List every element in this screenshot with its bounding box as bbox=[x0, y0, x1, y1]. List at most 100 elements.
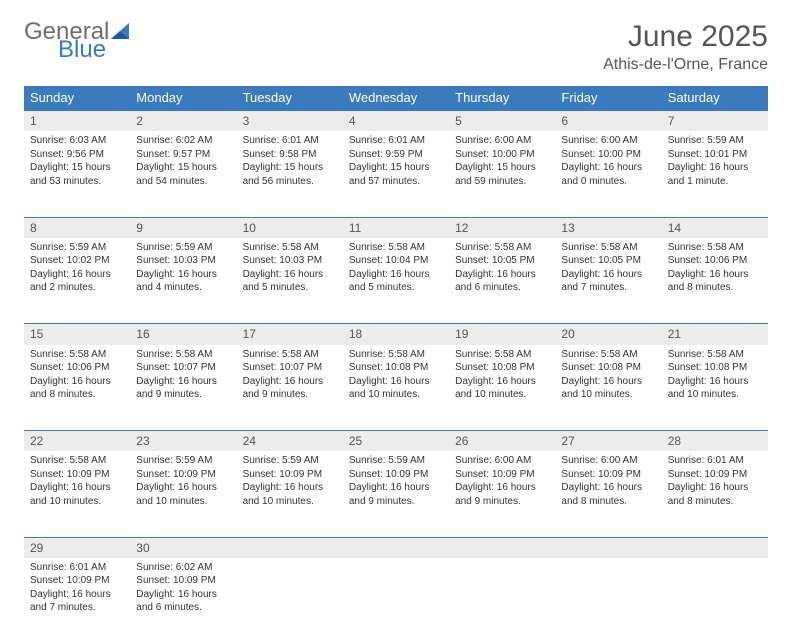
day-content-row: Sunrise: 5:58 AMSunset: 10:09 PMDaylight… bbox=[24, 451, 768, 537]
daylight-text-1: Daylight: 16 hours bbox=[561, 161, 655, 175]
sunset-text: Sunset: 10:09 PM bbox=[561, 468, 655, 482]
daylight-text-1: Daylight: 16 hours bbox=[668, 268, 762, 282]
sunrise-text: Sunrise: 5:58 AM bbox=[30, 348, 124, 362]
daylight-text-1: Daylight: 16 hours bbox=[561, 268, 655, 282]
day-cell: Sunrise: 5:58 AMSunset: 10:04 PMDaylight… bbox=[343, 238, 449, 324]
daylight-text-2: and 10 minutes. bbox=[30, 495, 124, 509]
sunset-text: Sunset: 10:09 PM bbox=[243, 468, 337, 482]
sunrise-text: Sunrise: 5:58 AM bbox=[455, 241, 549, 255]
day-cell: Sunrise: 5:58 AMSunset: 10:07 PMDaylight… bbox=[237, 345, 343, 431]
daylight-text-2: and 7 minutes. bbox=[30, 601, 124, 615]
daylight-text-1: Daylight: 16 hours bbox=[243, 375, 337, 389]
day-cell: Sunrise: 5:59 AMSunset: 10:09 PMDaylight… bbox=[343, 451, 449, 537]
day-cell: Sunrise: 5:58 AMSunset: 10:05 PMDaylight… bbox=[449, 238, 555, 324]
sunset-text: Sunset: 10:05 PM bbox=[455, 254, 549, 268]
day-cell bbox=[449, 558, 555, 644]
sunrise-text: Sunrise: 6:03 AM bbox=[30, 134, 124, 148]
day-number-cell: 8 bbox=[24, 217, 130, 238]
daylight-text-1: Daylight: 16 hours bbox=[349, 268, 443, 282]
daylight-text-2: and 4 minutes. bbox=[136, 281, 230, 295]
sunset-text: Sunset: 10:05 PM bbox=[561, 254, 655, 268]
weekday-header: Thursday bbox=[449, 86, 555, 110]
sunrise-text: Sunrise: 5:58 AM bbox=[136, 348, 230, 362]
day-cell: Sunrise: 5:58 AMSunset: 10:05 PMDaylight… bbox=[555, 238, 661, 324]
sunrise-text: Sunrise: 6:01 AM bbox=[243, 134, 337, 148]
sunrise-text: Sunrise: 5:58 AM bbox=[30, 454, 124, 468]
daylight-text-1: Daylight: 15 hours bbox=[30, 161, 124, 175]
day-number-cell: 29 bbox=[24, 537, 130, 558]
day-cell: Sunrise: 5:58 AMSunset: 10:08 PMDaylight… bbox=[662, 345, 768, 431]
day-cell: Sunrise: 6:00 AMSunset: 10:09 PMDaylight… bbox=[449, 451, 555, 537]
day-cell: Sunrise: 6:01 AMSunset: 10:09 PMDaylight… bbox=[662, 451, 768, 537]
day-cell: Sunrise: 6:00 AMSunset: 10:00 PMDaylight… bbox=[555, 131, 661, 217]
day-number-cell: 21 bbox=[662, 324, 768, 345]
daylight-text-2: and 56 minutes. bbox=[243, 175, 337, 189]
daylight-text-2: and 8 minutes. bbox=[561, 495, 655, 509]
day-cell: Sunrise: 6:01 AMSunset: 9:59 PMDaylight:… bbox=[343, 131, 449, 217]
day-number-cell: 26 bbox=[449, 431, 555, 452]
sunset-text: Sunset: 10:08 PM bbox=[455, 361, 549, 375]
day-number-cell bbox=[449, 537, 555, 558]
sunrise-text: Sunrise: 6:02 AM bbox=[136, 561, 230, 575]
sunrise-text: Sunrise: 6:02 AM bbox=[136, 134, 230, 148]
sunset-text: Sunset: 10:06 PM bbox=[30, 361, 124, 375]
day-number-cell: 11 bbox=[343, 217, 449, 238]
daylight-text-2: and 7 minutes. bbox=[561, 281, 655, 295]
daylight-text-1: Daylight: 16 hours bbox=[136, 268, 230, 282]
daylight-text-1: Daylight: 16 hours bbox=[349, 481, 443, 495]
day-number-cell bbox=[237, 537, 343, 558]
day-cell: Sunrise: 5:58 AMSunset: 10:08 PMDaylight… bbox=[449, 345, 555, 431]
sunset-text: Sunset: 10:09 PM bbox=[455, 468, 549, 482]
sunrise-text: Sunrise: 5:58 AM bbox=[561, 348, 655, 362]
sunrise-text: Sunrise: 6:00 AM bbox=[561, 134, 655, 148]
sunset-text: Sunset: 10:01 PM bbox=[668, 148, 762, 162]
sunrise-text: Sunrise: 5:58 AM bbox=[349, 348, 443, 362]
daylight-text-2: and 10 minutes. bbox=[455, 388, 549, 402]
day-number-cell: 5 bbox=[449, 110, 555, 131]
day-number-cell: 24 bbox=[237, 431, 343, 452]
day-number-cell bbox=[343, 537, 449, 558]
daylight-text-2: and 9 minutes. bbox=[243, 388, 337, 402]
daylight-text-1: Daylight: 16 hours bbox=[455, 268, 549, 282]
daylight-text-1: Daylight: 16 hours bbox=[561, 481, 655, 495]
daylight-text-1: Daylight: 16 hours bbox=[668, 481, 762, 495]
daylight-text-1: Daylight: 16 hours bbox=[243, 481, 337, 495]
day-number-cell: 16 bbox=[130, 324, 236, 345]
sunset-text: Sunset: 10:04 PM bbox=[349, 254, 443, 268]
sunset-text: Sunset: 10:09 PM bbox=[30, 468, 124, 482]
day-cell bbox=[555, 558, 661, 644]
daylight-text-2: and 2 minutes. bbox=[30, 281, 124, 295]
daylight-text-1: Daylight: 16 hours bbox=[30, 481, 124, 495]
sunrise-text: Sunrise: 5:59 AM bbox=[136, 454, 230, 468]
day-cell: Sunrise: 5:58 AMSunset: 10:07 PMDaylight… bbox=[130, 345, 236, 431]
day-number-cell: 7 bbox=[662, 110, 768, 131]
sunrise-text: Sunrise: 5:58 AM bbox=[349, 241, 443, 255]
sunset-text: Sunset: 10:08 PM bbox=[668, 361, 762, 375]
daylight-text-1: Daylight: 16 hours bbox=[349, 375, 443, 389]
daylight-text-2: and 10 minutes. bbox=[561, 388, 655, 402]
day-content-row: Sunrise: 6:01 AMSunset: 10:09 PMDaylight… bbox=[24, 558, 768, 644]
sunset-text: Sunset: 10:00 PM bbox=[455, 148, 549, 162]
day-number-cell: 9 bbox=[130, 217, 236, 238]
sunrise-text: Sunrise: 5:59 AM bbox=[243, 454, 337, 468]
day-number-cell: 25 bbox=[343, 431, 449, 452]
weekday-header-row: Sunday Monday Tuesday Wednesday Thursday… bbox=[24, 86, 768, 110]
daylight-text-1: Daylight: 15 hours bbox=[455, 161, 549, 175]
sunset-text: Sunset: 9:59 PM bbox=[349, 148, 443, 162]
day-number-cell: 27 bbox=[555, 431, 661, 452]
daylight-text-1: Daylight: 16 hours bbox=[136, 588, 230, 602]
day-number-cell: 23 bbox=[130, 431, 236, 452]
daylight-text-1: Daylight: 16 hours bbox=[668, 375, 762, 389]
weekday-header: Tuesday bbox=[237, 86, 343, 110]
daylight-text-2: and 10 minutes. bbox=[668, 388, 762, 402]
sunrise-text: Sunrise: 5:58 AM bbox=[561, 241, 655, 255]
sunrise-text: Sunrise: 6:01 AM bbox=[349, 134, 443, 148]
sunset-text: Sunset: 10:02 PM bbox=[30, 254, 124, 268]
sunset-text: Sunset: 10:09 PM bbox=[668, 468, 762, 482]
day-number-row: 891011121314 bbox=[24, 217, 768, 238]
daylight-text-1: Daylight: 16 hours bbox=[30, 588, 124, 602]
day-content-row: Sunrise: 5:59 AMSunset: 10:02 PMDaylight… bbox=[24, 238, 768, 324]
weekday-header: Saturday bbox=[662, 86, 768, 110]
daylight-text-1: Daylight: 16 hours bbox=[30, 268, 124, 282]
day-number-row: 15161718192021 bbox=[24, 324, 768, 345]
